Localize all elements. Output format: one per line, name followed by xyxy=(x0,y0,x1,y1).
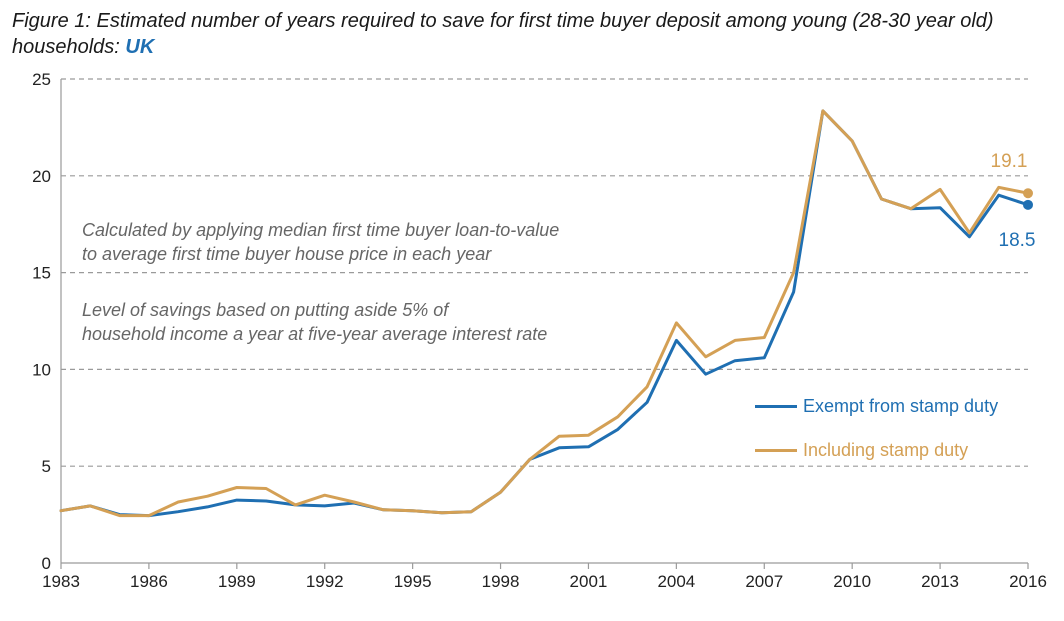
annotation-savings: Level of savings based on putting aside … xyxy=(82,298,547,346)
grid-lines xyxy=(61,78,1028,467)
x-tick-label: 2001 xyxy=(570,572,608,591)
y-tick-label: 0 xyxy=(42,554,51,573)
x-tick-label: 1992 xyxy=(306,572,344,591)
axes: 0 5 10 15 20 25 1983 1986 1989 1992 1995 1998 2001 20… xyxy=(32,70,1047,591)
x-tick-label: 1998 xyxy=(482,572,520,591)
x-tick-label: 1995 xyxy=(394,572,432,591)
x-tick-label: 2004 xyxy=(657,572,695,591)
series-line-including xyxy=(59,109,1030,518)
legend-item-including: Including stamp duty xyxy=(755,436,998,464)
chart-title-text: Figure 1: Estimated number of years requ… xyxy=(12,10,994,58)
x-tick-label: 2010 xyxy=(833,572,871,591)
end-label-exempt: 18.5 xyxy=(999,230,1036,251)
legend-item-exempt: Exempt from stamp duty xyxy=(755,392,998,420)
annotation-line-4: household income a year at five-year ave… xyxy=(82,324,548,344)
y-tick-label: 20 xyxy=(32,167,51,186)
x-tick-label: 1986 xyxy=(130,572,168,591)
annotation-line-3: Level of savings based on putting aside … xyxy=(82,300,449,320)
end-point-exempt xyxy=(1023,199,1033,210)
series-lines xyxy=(59,109,1030,518)
legend: Exempt from stamp duty Including stamp d… xyxy=(755,392,998,480)
end-label-including: 19.1 xyxy=(991,151,1028,172)
annotation-line-2: to average first time buyer house price … xyxy=(82,244,492,264)
x-tick-label: 2007 xyxy=(745,572,783,591)
legend-swatch-including xyxy=(755,448,797,452)
end-point-including xyxy=(1023,188,1033,199)
annotation-line-1: Calculated by applying median first time… xyxy=(82,220,560,240)
chart-title: Figure 1: Estimated number of years requ… xyxy=(12,8,1052,60)
x-tick-label: 1983 xyxy=(42,572,80,591)
chart-title-highlight: UK xyxy=(125,36,155,58)
x-tick-label: 2013 xyxy=(921,572,959,591)
legend-swatch-exempt xyxy=(755,404,797,408)
end-points xyxy=(1023,188,1033,210)
x-tick-label: 1989 xyxy=(218,572,256,591)
y-tick-label: 15 xyxy=(32,264,51,283)
y-tick-label: 5 xyxy=(42,457,51,476)
x-tick-label: 2016 xyxy=(1009,572,1047,591)
annotation-method: Calculated by applying median first time… xyxy=(82,218,559,266)
y-tick-label: 10 xyxy=(32,360,51,379)
legend-label-including: Including stamp duty xyxy=(803,439,969,460)
y-tick-label: 25 xyxy=(32,70,51,89)
legend-label-exempt: Exempt from stamp duty xyxy=(803,395,999,416)
